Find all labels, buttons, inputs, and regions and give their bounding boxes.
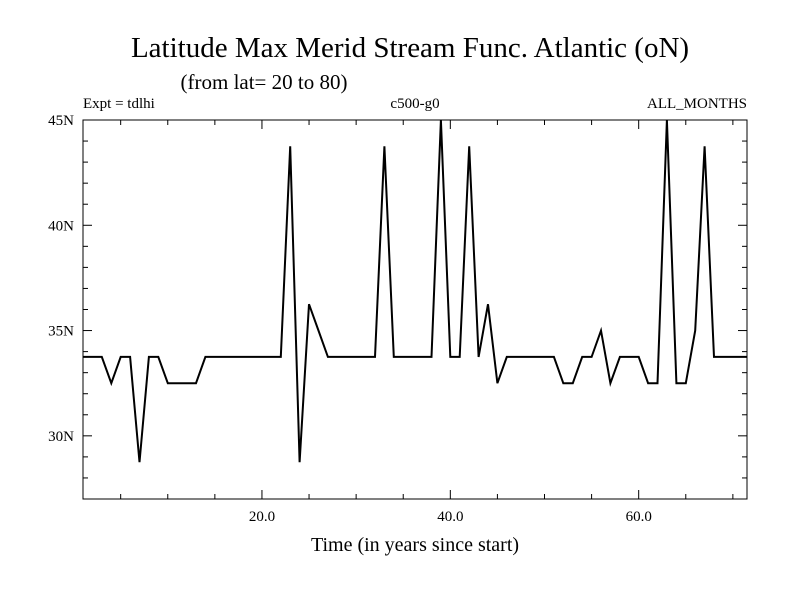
axis-ticks (83, 120, 747, 499)
axis-tick-labels: 20.0 40.0 60.0 30N 35N 40N 45N (48, 113, 652, 525)
chart-title: Latitude Max Merid Stream Func. Atlantic… (131, 32, 689, 64)
y-tick-label: 30N (48, 429, 74, 445)
y-tick-label: 40N (48, 218, 74, 234)
x-tick-label: 20.0 (249, 509, 275, 525)
y-tick-label: 45N (48, 113, 74, 129)
y-tick-label: 35N (48, 324, 74, 340)
x-axis-label: Time (in years since start) (311, 534, 519, 556)
series-line (83, 119, 747, 463)
x-tick-label: 60.0 (626, 509, 652, 525)
plot-area-frame (82, 119, 748, 500)
experiment-label: Expt = tdlhi (83, 96, 155, 112)
x-tick-label: 40.0 (437, 509, 463, 525)
case-label: c500-g0 (390, 96, 439, 112)
months-label: ALL_MONTHS (647, 96, 747, 112)
chart-subtitle: (from lat= 20 to 80) (181, 70, 348, 94)
